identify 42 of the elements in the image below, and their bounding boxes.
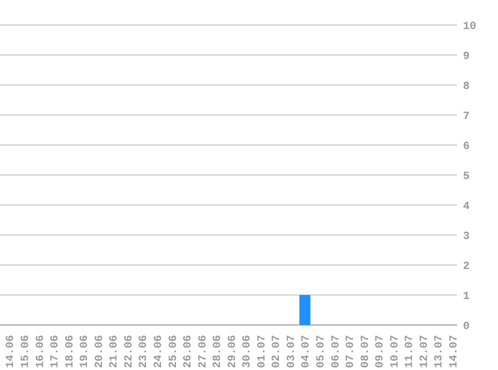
x-tick-label: 22.06 [123,334,136,368]
x-tick-label: 14.07 [448,334,460,368]
x-tick-label: 30.06 [242,334,254,368]
x-tick-label: 26.06 [182,334,195,368]
x-tick-label: 01.07 [256,334,268,368]
x-tick-label: 03.07 [286,334,298,368]
y-tick-label: 6 [463,140,470,153]
x-tick-label: 16.06 [34,334,47,368]
y-tick-label: 2 [463,260,470,273]
y-tick-label: 0 [463,320,470,333]
x-tick-label: 29.06 [226,334,239,368]
x-tick-label: 28.06 [212,334,224,368]
x-tick-label: 05.07 [315,334,328,368]
x-tick-label: 20.06 [94,334,106,368]
x-tick-label: 07.07 [345,334,358,368]
x-tick-label: 18.06 [64,334,76,368]
x-tick-label: 23.06 [138,334,150,368]
y-tick-label: 9 [463,50,470,63]
x-tick-label: 11.07 [404,334,416,368]
x-tick-label: 13.07 [434,334,446,368]
x-tick-label: 08.07 [360,334,372,368]
x-tick-label: 02.07 [271,334,284,368]
x-tick-label: 24.06 [152,334,165,368]
x-tick-label: 10.07 [389,334,402,368]
x-tick-label: 15.06 [20,334,32,368]
y-tick-label: 4 [463,200,470,213]
x-tick-label: 19.06 [79,334,92,368]
y-tick-label: 10 [463,20,476,33]
x-tick-label: 04.07 [300,334,313,368]
y-tick-label: 7 [463,110,470,123]
x-tick-label: 12.07 [418,334,431,368]
x-tick-label: 09.07 [374,334,387,368]
y-tick-label: 1 [463,290,470,303]
x-tick-label: 25.06 [168,334,180,368]
x-tick-label: 21.06 [108,334,121,368]
x-tick-label: 06.07 [330,334,342,368]
y-tick-label: 8 [463,80,470,93]
x-tick-label: 14.06 [5,334,18,368]
x-tick-label: 17.06 [50,334,62,368]
y-tick-label: 5 [463,170,470,183]
x-tick-label: 27.06 [197,334,210,368]
y-tick-label: 3 [463,230,470,243]
